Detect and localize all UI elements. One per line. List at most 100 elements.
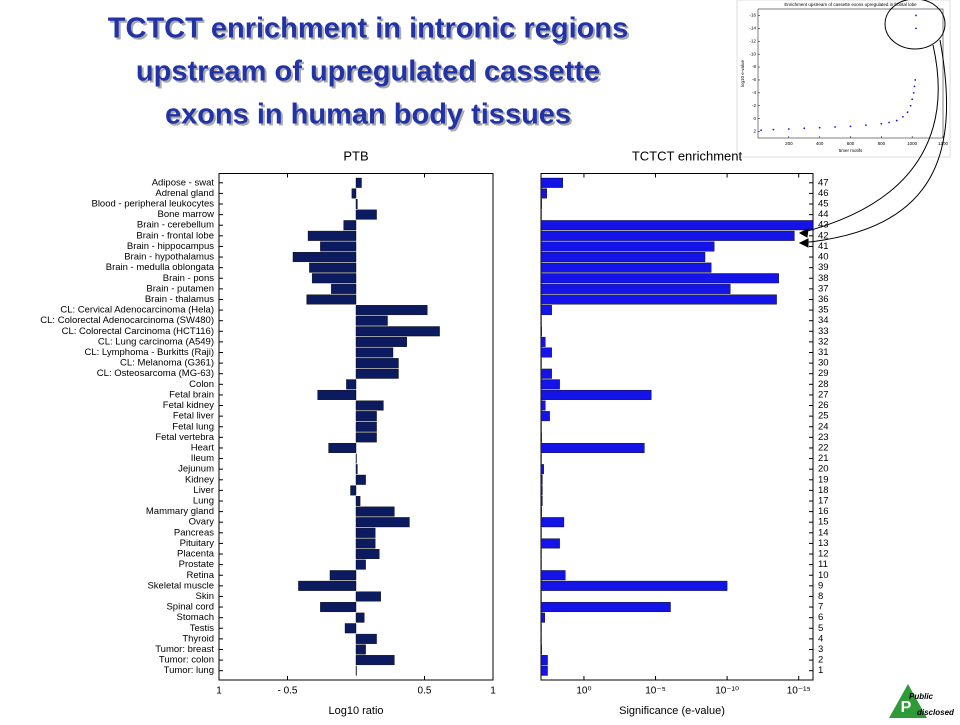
bar [355, 506, 395, 517]
bar [540, 389, 652, 400]
category-label: Prostate [179, 559, 214, 570]
title-shadow: upstream of upregulated cassette [138, 58, 602, 90]
x-tick-label: - 0.5 [277, 686, 297, 697]
category-label: 6 [818, 612, 823, 623]
category-label: CL: Cervical Adenocarcinoma (Hela) [60, 305, 214, 316]
category-label: Retina [187, 570, 215, 581]
category-label: Ovary [189, 517, 215, 528]
bar [307, 230, 357, 241]
bar [540, 538, 560, 549]
bar [540, 633, 542, 644]
y-tick-label: -4 [752, 90, 756, 95]
category-label: 5 [818, 623, 823, 634]
category-label: Brain - hippocampus [127, 241, 214, 252]
title-line: TCTCT enrichment in intronic regions [108, 13, 628, 45]
x-tick-label: 800 [878, 141, 886, 146]
category-label: Bone marrow [158, 209, 215, 220]
category-label: Pancreas [174, 527, 214, 538]
category-label: 13 [818, 538, 829, 549]
category-label: 44 [818, 209, 829, 220]
category-label: Lung [193, 496, 214, 507]
bar [355, 633, 377, 644]
bar [355, 559, 366, 570]
bar [540, 411, 550, 422]
bar [540, 400, 546, 411]
bar [355, 421, 377, 432]
callout-circle [884, 0, 946, 50]
slide-title: TCTCT enrichment in intronic regions ups… [108, 13, 630, 133]
point [849, 125, 852, 128]
point [760, 129, 762, 132]
bar [355, 464, 358, 475]
point [880, 122, 883, 125]
title-shadow: TCTCT enrichment in intronic regions [110, 15, 630, 47]
bar [355, 517, 410, 528]
y-tick-label: -10 [749, 51, 756, 56]
category-label: 2 [818, 655, 823, 666]
category-label: Kidney [185, 474, 214, 485]
bar [328, 442, 357, 453]
bar [540, 305, 552, 316]
category-label: Ileum [191, 453, 214, 464]
category-label: Brain - putamen [146, 283, 214, 294]
category-label: Skin [196, 591, 214, 602]
bar [355, 326, 440, 337]
bar [540, 570, 566, 581]
bar [329, 570, 357, 581]
bar [331, 283, 357, 294]
category-label: Placenta [177, 549, 215, 560]
category-label: 36 [818, 294, 829, 305]
bar [317, 389, 357, 400]
category-label: Stomach [177, 612, 215, 623]
y-tick-label: -12 [749, 38, 756, 43]
category-label: 38 [818, 273, 829, 284]
bar [540, 623, 542, 634]
category-label: Tumor: colon [159, 655, 214, 666]
bar [540, 527, 542, 538]
category-label: Brain - frontal lobe [136, 230, 214, 241]
point [913, 85, 916, 88]
bar [540, 220, 814, 231]
charts: Enrichment upstream of cassette exons up… [40, 2, 948, 717]
y-tick-label: -2 [752, 103, 756, 108]
bar [355, 368, 399, 379]
x-axis-label: Log10 ratio [328, 705, 383, 717]
bar [540, 347, 552, 358]
bar [540, 294, 777, 305]
bar [355, 644, 366, 655]
bar [355, 474, 366, 485]
category-label: Brain - medulla oblongata [106, 262, 215, 273]
bar [540, 188, 547, 199]
bar [540, 442, 645, 453]
category-label: 15 [818, 517, 829, 528]
arrow-head [798, 238, 809, 248]
category-label: 3 [818, 644, 823, 655]
bar [355, 336, 407, 347]
category-label: CL: Lung carcinoma (A549) [98, 336, 214, 347]
category-label: 28 [818, 379, 829, 390]
category-label: 23 [818, 432, 829, 443]
bar [355, 315, 388, 326]
bar [540, 273, 779, 284]
bar [355, 496, 361, 506]
category-label: Adrenal gland [155, 188, 214, 199]
bar [540, 241, 715, 252]
chart-title: TCTCT enrichment [632, 148, 743, 163]
point [914, 79, 917, 81]
bar [540, 665, 548, 676]
title-line: upstream of upregulated cassette [136, 56, 600, 88]
x-tick-label: 10⁰ [576, 686, 591, 697]
point [915, 14, 917, 17]
category-label: 9 [818, 580, 823, 591]
point [787, 128, 790, 130]
inset-title: Enrichment upstream of cassette exons up… [784, 2, 917, 7]
point [865, 124, 867, 126]
category-label: Blood - peripheral leukocytes [91, 199, 214, 210]
inset-frame [736, 0, 951, 158]
category-label: CL: Osteosarcoma (MG-63) [97, 368, 214, 379]
y-tick-label: 2 [753, 129, 756, 134]
category-label: Brain - pons [163, 273, 214, 284]
category-label: 37 [818, 283, 829, 294]
category-label: Fetal brain [169, 389, 214, 400]
x-axis-label: Significance (e-value) [619, 705, 725, 717]
